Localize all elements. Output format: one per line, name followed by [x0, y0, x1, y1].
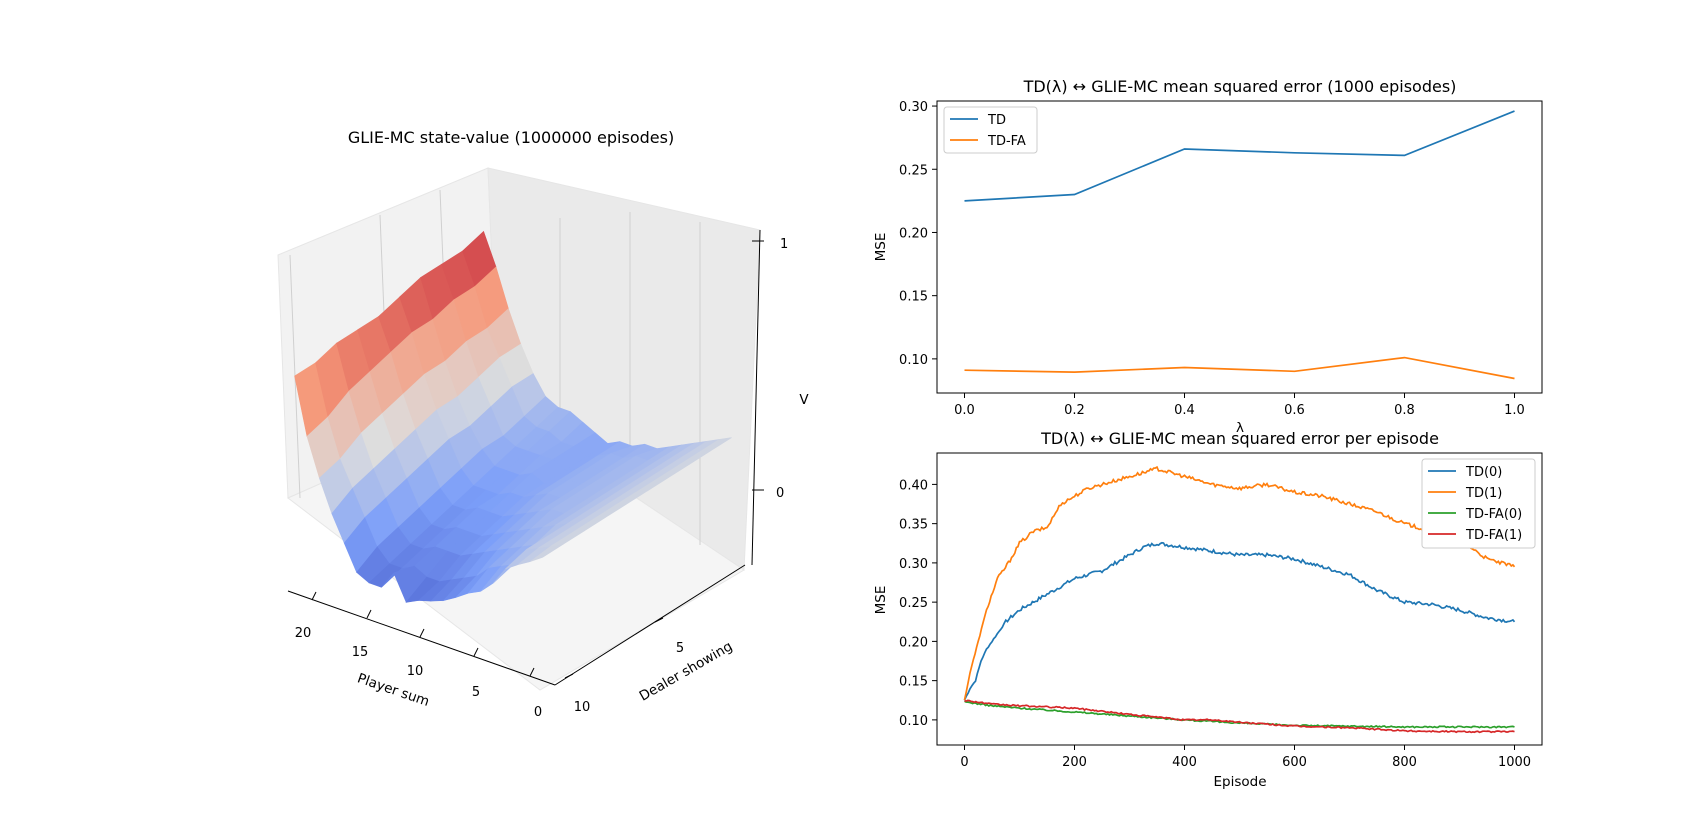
x-tick-label: 0.2 — [1064, 403, 1085, 418]
surface-facet — [698, 437, 732, 454]
legend-box — [1421, 458, 1536, 549]
player-sum-tick-label: 20 — [295, 626, 312, 641]
series-line-TD — [964, 110, 1515, 202]
x-tick-label: 400 — [1172, 755, 1197, 770]
legend-entry: TD(1) — [1465, 486, 1502, 501]
lambda-x-label: λ — [1236, 420, 1244, 436]
x-tick-label: 1000 — [1498, 755, 1531, 770]
x-tick-label: 0 — [960, 755, 968, 770]
series-line-TD-FA — [964, 356, 1515, 380]
x-tick-label: 0.0 — [954, 403, 975, 418]
legend-entry: TD(0) — [1465, 465, 1502, 480]
value-tick-label: 0 — [776, 486, 784, 501]
x-tick-label: 600 — [1282, 755, 1307, 770]
y-tick-label: 0.25 — [899, 163, 928, 178]
surface-chart: GLIE-MC state-value (1000000 episodes) 2… — [277, 128, 809, 720]
y-tick-label: 0.25 — [899, 596, 928, 611]
y-tick-label: 0.10 — [899, 714, 928, 729]
dealer-tick-label: 5 — [676, 641, 684, 656]
episode-x-label: Episode — [1213, 774, 1266, 790]
episode-y-ticks: 0.10 0.15 0.20 0.25 0.30 0.35 0.40 — [899, 478, 937, 729]
y-tick-label: 0.15 — [899, 675, 928, 690]
y-tick-label: 0.40 — [899, 478, 928, 493]
lambda-x-ticks: 0.0 0.2 0.4 0.6 0.8 1.0 — [954, 393, 1525, 418]
y-tick-label: 0.20 — [899, 635, 928, 650]
x-tick-label: 0.6 — [1284, 403, 1305, 418]
y-tick-label: 0.10 — [899, 353, 928, 368]
dealer-tick-label: 10 — [574, 700, 591, 715]
value-label: V — [799, 392, 809, 408]
lambda-series-lines — [964, 110, 1515, 380]
x-tick-label: 1.0 — [1504, 403, 1525, 418]
legend-entry: TD-FA — [987, 134, 1026, 149]
value-axis — [751, 229, 761, 566]
lambda-y-ticks: 0.10 0.15 0.20 0.25 0.30 — [899, 100, 937, 368]
legend-entry: TD-FA(1) — [1465, 528, 1522, 543]
player-sum-tick-label: 5 — [472, 685, 480, 700]
y-tick-label: 0.35 — [899, 518, 928, 533]
lambda-mse-chart: TD(λ) ↔ GLIE-MC mean squared error (1000… — [873, 77, 1543, 436]
dealer-ticks: 5 10 — [564, 617, 684, 715]
series-line-TD-FA(1) — [964, 699, 1515, 734]
x-tick-label: 0.4 — [1174, 403, 1195, 418]
episode-x-ticks: 0 200 400 600 800 1000 — [960, 745, 1531, 770]
legend-entry: TD-FA(0) — [1465, 507, 1522, 522]
value-tick-label: 1 — [780, 237, 788, 252]
player-sum-ticks: 20 15 10 5 0 — [295, 591, 542, 720]
player-sum-axis — [287, 590, 556, 686]
series-line-TD-FA(0) — [964, 700, 1515, 729]
player-sum-tick-label: 10 — [407, 664, 424, 679]
player-sum-tick-label: 15 — [352, 645, 369, 660]
y-tick-label: 0.30 — [899, 100, 928, 115]
player-sum-tick-label: 0 — [534, 705, 542, 720]
x-tick-label: 0.8 — [1394, 403, 1415, 418]
x-tick-label: 200 — [1062, 755, 1087, 770]
lambda-chart-frame — [936, 100, 1543, 394]
y-tick-label: 0.20 — [899, 226, 928, 241]
surface-title: GLIE-MC state-value (1000000 episodes) — [348, 128, 674, 147]
x-tick-label: 800 — [1392, 755, 1417, 770]
episode-y-label: MSE — [873, 586, 889, 615]
y-tick-label: 0.15 — [899, 290, 928, 305]
dealer-label: Dealer showing — [637, 638, 736, 704]
episode-chart-title: TD(λ) ↔ GLIE-MC mean squared error per e… — [1040, 429, 1439, 448]
value-ticks: 1 0 — [752, 237, 788, 501]
lambda-chart-title: TD(λ) ↔ GLIE-MC mean squared error (1000… — [1023, 77, 1457, 96]
lambda-y-label: MSE — [873, 233, 889, 262]
series-line-TD(0) — [963, 541, 1516, 701]
episode-mse-chart: TD(λ) ↔ GLIE-MC mean squared error per e… — [873, 429, 1543, 790]
dealer-axis — [554, 564, 746, 686]
lambda-legend: TD TD-FA — [943, 106, 1038, 154]
surface-mesh — [294, 230, 732, 603]
legend-entry: TD — [987, 113, 1006, 128]
episode-legend: TD(0) TD(1) TD-FA(0) TD-FA(1) — [1421, 458, 1536, 549]
y-tick-label: 0.30 — [899, 557, 928, 572]
